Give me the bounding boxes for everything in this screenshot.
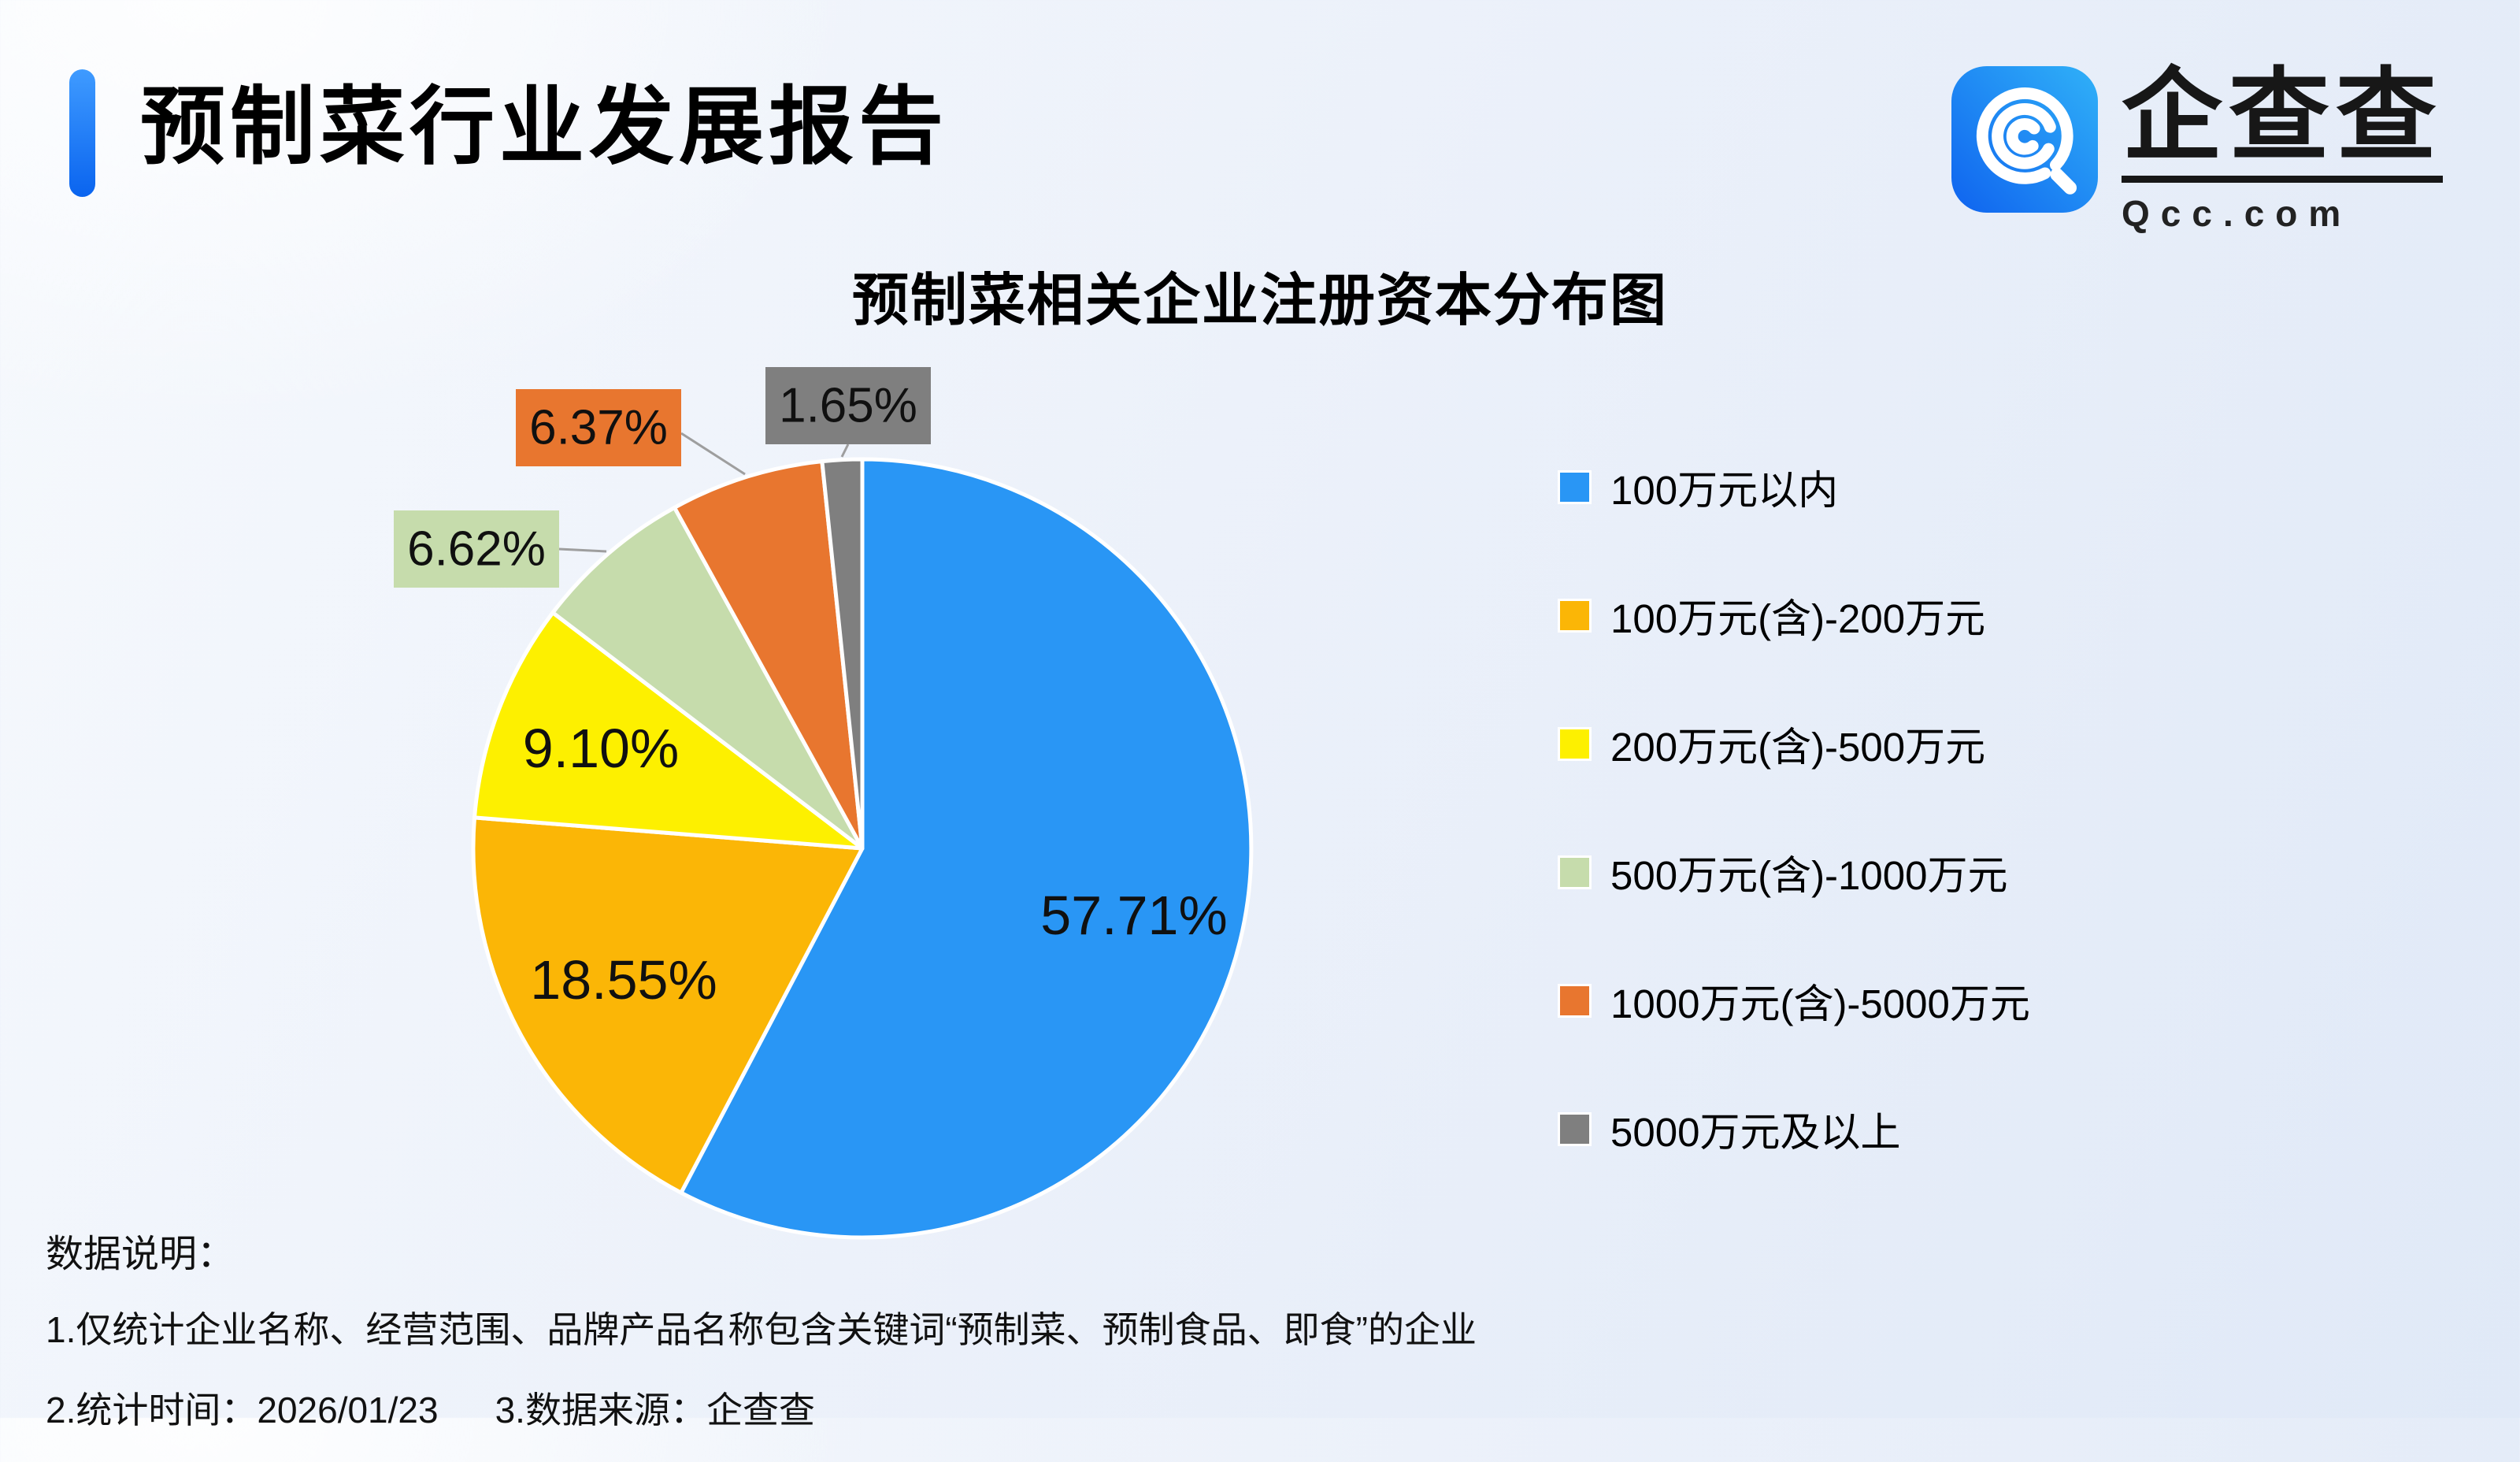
pie-slice-2 [472, 610, 865, 851]
data-notes: 数据说明： 1.仅统计企业名称、经营范围、品牌产品名称包含关键词“预制菜、预制食… [46, 1223, 1477, 1462]
legend-item: 500万元(含)-1000万元 [1558, 853, 2030, 898]
pie-chart-area: 6.62% 6.37% 1.65% 57.71% 18.55% 9.10% [346, 347, 1370, 1264]
legend-swatch [1558, 1111, 1592, 1146]
legend-item: 1000万元(含)-5000万元 [1558, 981, 2030, 1026]
pie-inside-labels: 57.71% 18.55% 9.10% [523, 718, 1228, 1011]
pie-value-label-1: 18.55% [530, 949, 717, 1011]
legend-swatch [1558, 983, 1592, 1018]
pie-outside-labels: 6.62% 6.37% 1.65% [394, 367, 931, 588]
page-title: 预制菜行业发展报告 [140, 79, 949, 174]
pie-value-label-4: 6.37% [529, 401, 668, 455]
pie-leader-line-4 [680, 432, 746, 476]
pie-value-label-2: 9.10% [523, 718, 679, 779]
legend-item: 100万元以内 [1558, 468, 2030, 513]
pie-leader-line-5 [840, 443, 850, 458]
notes-heading: 数据说明： [46, 1234, 235, 1275]
legend-item: 100万元(含)-200万元 [1558, 596, 2030, 641]
pie-chart: 6.62% 6.37% 1.65% 57.71% 18.55% 9.10% [394, 367, 1254, 1240]
pie-slice-1 [471, 815, 865, 1195]
notes-stat-date: 2.统计时间：2026/01/23 [46, 1390, 439, 1430]
notes-line-1: 1.仅统计企业名称、经营范围、品牌产品名称包含关键词“预制菜、预制食品、即食”的… [46, 1309, 1477, 1350]
pie-leader-line-3 [558, 547, 607, 553]
pie-callout-box-5 [765, 367, 931, 444]
legend-label: 5000万元及以上 [1610, 1110, 1901, 1155]
qcc-logo-icon [1951, 61, 2098, 221]
legend-label: 100万元(含)-200万元 [1610, 596, 1986, 641]
qcc-domain: Qcc.com [2122, 192, 2352, 234]
pie-callout-box-3 [394, 510, 559, 588]
legend-swatch [1558, 855, 1592, 889]
pie-slice-0 [679, 457, 1254, 1240]
legend-label: 1000万元(含)-5000万元 [1610, 981, 2030, 1026]
legend-label: 100万元以内 [1610, 468, 1839, 513]
pie-value-label-5: 1.65% [779, 379, 917, 433]
legend-item: 5000万元及以上 [1558, 1110, 2030, 1155]
pie-value-label-3: 6.62% [407, 522, 546, 577]
notes-data-source: 3.数据来源：企查查 [495, 1390, 815, 1430]
pie-slice-3 [550, 505, 865, 851]
chart-title: 预制菜相关企业注册资本分布图 [851, 269, 1668, 332]
qcc-brand-name: 企查查 [2122, 61, 2444, 183]
pie-slices [471, 457, 1254, 1240]
legend-label: 500万元(含)-1000万元 [1610, 853, 2008, 898]
pie-leader-lines [558, 432, 850, 553]
legend-swatch [1558, 726, 1592, 761]
chart-legend: 100万元以内 100万元(含)-200万元 200万元(含)-500万元 50… [1558, 468, 2030, 1241]
legend-swatch [1558, 598, 1592, 633]
pie-callout-box-4 [516, 389, 681, 466]
title-accent-bar [69, 69, 95, 197]
notes-line-2: 2.统计时间：2026/01/23 3.数据来源：企查查 [46, 1382, 1477, 1434]
legend-label: 200万元(含)-500万元 [1610, 725, 1986, 770]
qcc-logo: 企查查 Qcc.com [1951, 61, 2444, 235]
pie-slice-5 [820, 457, 865, 851]
pie-slice-4 [673, 459, 865, 851]
legend-swatch [1558, 469, 1592, 504]
legend-item: 200万元(含)-500万元 [1558, 725, 2030, 770]
pie-value-label-0: 57.71% [1040, 885, 1227, 946]
